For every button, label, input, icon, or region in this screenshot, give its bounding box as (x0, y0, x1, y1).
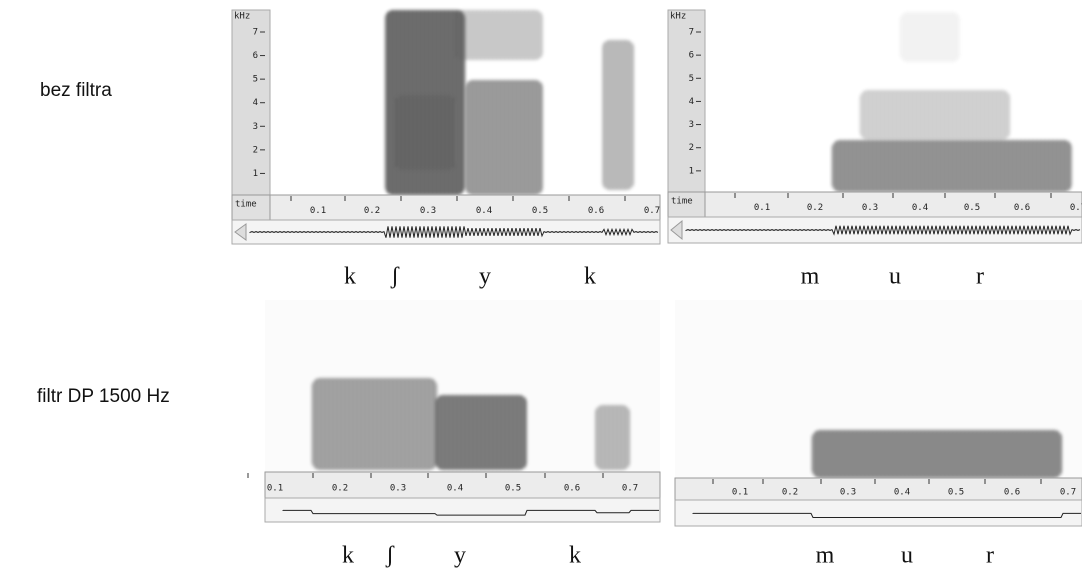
frequency-tick-label: 6 (253, 51, 258, 61)
time-tick-label: 0.5 (532, 206, 548, 216)
energy-region (465, 80, 543, 195)
energy-region (395, 95, 455, 170)
time-tick-label: 0.4 (447, 484, 463, 494)
time-axis-label: time (671, 197, 693, 207)
phoneme: u (901, 543, 913, 569)
waveform (692, 512, 1081, 518)
time-tick-label: 0.6 (564, 484, 580, 494)
time-tick-label: 0.6 (1014, 203, 1030, 213)
phoneme: ʃ (390, 264, 400, 290)
waveform-area (264, 497, 661, 523)
waveform (282, 509, 659, 516)
frequency-axis-label: kHz (670, 12, 686, 22)
phoneme: m (816, 543, 835, 569)
phoneme: y (454, 543, 466, 569)
time-axis (667, 191, 1082, 218)
time-tick-label: 0.6 (588, 206, 604, 216)
scroll-arrow (670, 219, 683, 241)
time-tick-label: 0.6 (1004, 488, 1020, 498)
phoneme: r (986, 543, 994, 569)
phoneme: k (342, 543, 354, 569)
time-tick-label: 0.4 (476, 206, 492, 216)
phoneme: y (479, 264, 491, 290)
time-tick-label: 0.2 (782, 488, 798, 498)
row-label: bez filtra (40, 80, 112, 101)
frequency-tick-label: 2 (689, 143, 694, 153)
energy-region (900, 12, 960, 62)
time-axis (231, 194, 661, 221)
time-tick-label: 0.5 (505, 484, 521, 494)
time-tick-label: 0.7 (644, 206, 660, 216)
phoneme: k (344, 264, 356, 290)
energy-region (812, 430, 1062, 478)
time-tick-label: 0.4 (912, 203, 928, 213)
time-tick-label: 0.7 (1070, 203, 1082, 213)
time-axis-label: time (235, 200, 257, 210)
time-tick-label: 0.3 (862, 203, 878, 213)
time-axis (264, 471, 661, 499)
phoneme: k (569, 543, 581, 569)
frequency-tick-label: 4 (253, 98, 258, 108)
frequency-tick-label: 5 (689, 74, 694, 84)
energy-region (312, 378, 437, 470)
time-tick-label: 0.7 (1060, 488, 1076, 498)
frequency-tick-label: 1 (253, 169, 258, 179)
time-tick-label: 0.7 (622, 484, 638, 494)
time-tick-label: 0.1 (267, 484, 283, 494)
frequency-tick-label: 4 (689, 97, 694, 107)
energy-region (602, 40, 634, 190)
time-tick-label: 0.5 (948, 488, 964, 498)
phoneme: r (976, 264, 984, 290)
spectrogram-panel: 0.1 0.2 0.3 0.4 0.5 0.6 0.7 k ʃ y k (247, 300, 661, 569)
energy-region (435, 395, 527, 470)
phoneme: ʃ (385, 543, 395, 569)
frequency-axis-label: kHz (234, 12, 250, 22)
phoneme: k (584, 264, 596, 290)
time-label-box (231, 194, 271, 221)
time-tick-label: 0.2 (364, 206, 380, 216)
frequency-tick-label: 1 (689, 166, 694, 176)
spectrogram-panel: 0.1 0.2 0.3 0.4 0.5 0.6 0.7 m u r (674, 300, 1082, 569)
time-tick-label: 0.3 (390, 484, 406, 494)
time-tick-label: 0.1 (754, 203, 770, 213)
row-label: filtr DP 1500 Hz (37, 386, 170, 407)
frequency-tick-label: 5 (253, 75, 258, 85)
time-tick-label: 0.3 (420, 206, 436, 216)
time-tick-label: 0.1 (310, 206, 326, 216)
time-tick-label: 0.2 (332, 484, 348, 494)
frequency-tick-label: 3 (253, 122, 258, 132)
frequency-tick-label: 3 (689, 120, 694, 130)
phoneme: m (801, 264, 820, 290)
scroll-arrow (234, 223, 247, 241)
frequency-tick-label: 2 (253, 145, 258, 155)
time-tick-label: 0.3 (840, 488, 856, 498)
energy-region (455, 10, 543, 60)
time-tick-label: 0.4 (894, 488, 910, 498)
frequency-tick-label: 7 (253, 28, 258, 38)
waveform (685, 225, 1081, 236)
energy-region (595, 405, 630, 470)
time-tick-label: 0.5 (964, 203, 980, 213)
energy-region (832, 140, 1072, 192)
phoneme: u (889, 264, 901, 290)
time-tick-label: 0.2 (807, 203, 823, 213)
waveform (249, 226, 659, 238)
frequency-tick-label: 6 (689, 51, 694, 61)
energy-region (860, 90, 1010, 140)
time-tick-label: 0.1 (732, 488, 748, 498)
frequency-tick-label: 7 (689, 28, 694, 38)
